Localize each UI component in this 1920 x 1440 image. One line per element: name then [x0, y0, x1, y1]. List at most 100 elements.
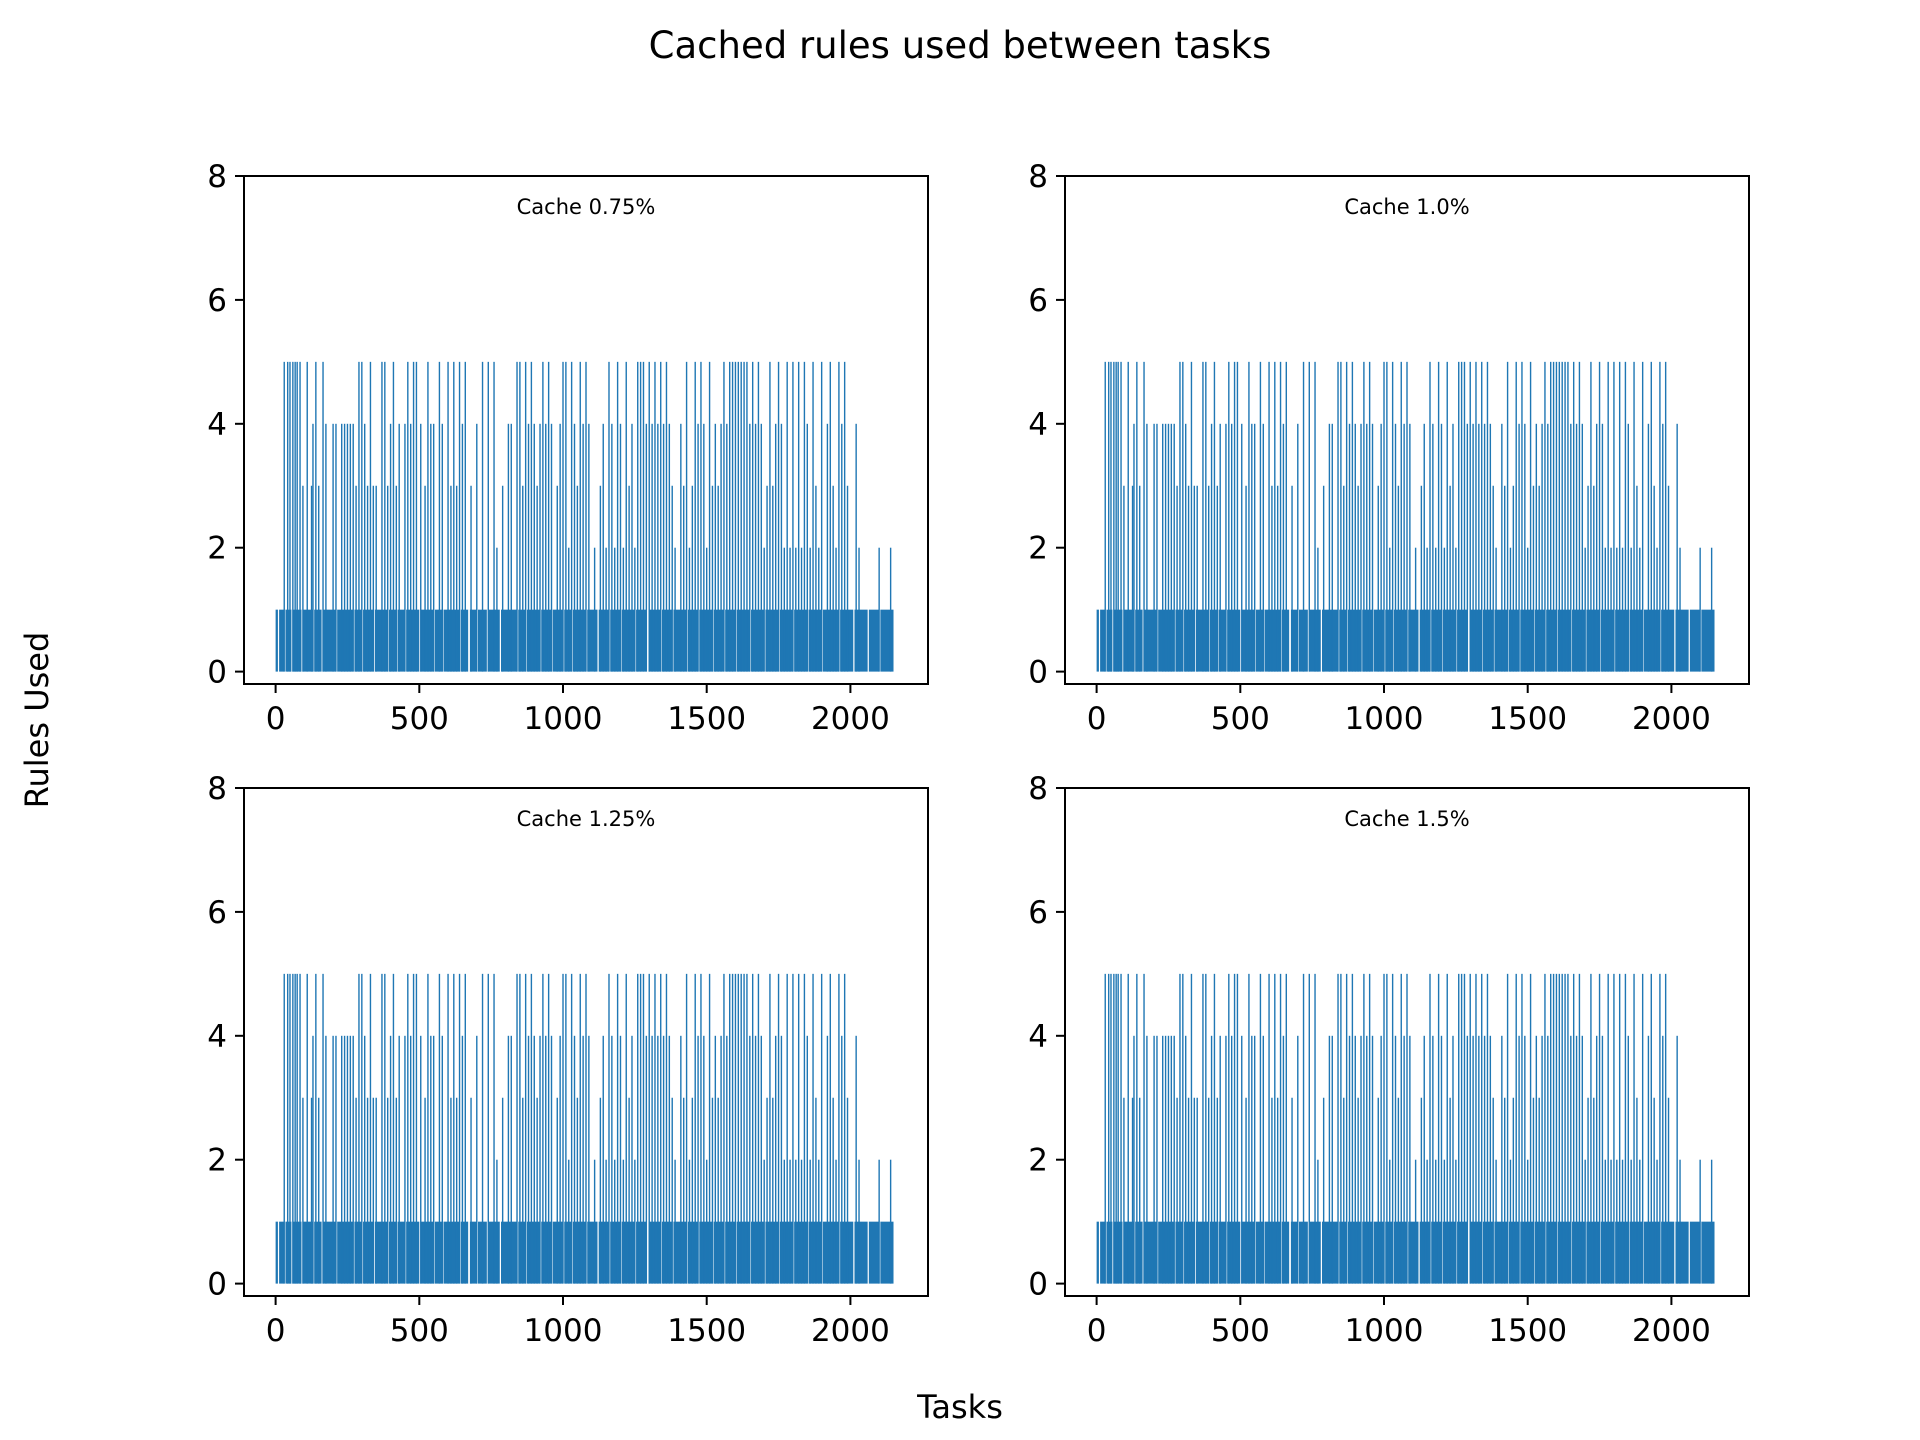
bar	[1377, 485, 1379, 672]
bar	[1423, 423, 1425, 672]
zero-gap	[277, 1221, 280, 1285]
bar	[734, 361, 737, 672]
bar	[1610, 547, 1612, 672]
bar	[1535, 1035, 1538, 1284]
zero-gap	[301, 609, 303, 673]
bar	[1377, 1097, 1379, 1284]
bar	[760, 423, 763, 672]
x-tick-label: 0	[1087, 1313, 1107, 1349]
bar	[683, 1097, 685, 1284]
bar	[286, 361, 289, 672]
bar	[1656, 547, 1658, 672]
bar	[536, 485, 538, 672]
bar	[832, 485, 834, 672]
bar	[1207, 485, 1210, 672]
bar	[668, 1035, 671, 1284]
bar	[1616, 1159, 1618, 1284]
bar	[1489, 423, 1492, 672]
bar	[714, 423, 717, 672]
bar	[1383, 973, 1385, 1284]
bar	[1322, 1097, 1325, 1284]
bar	[1432, 423, 1434, 672]
bar	[312, 423, 314, 672]
bar	[487, 973, 489, 1284]
bar	[662, 1035, 665, 1284]
bar	[1127, 361, 1129, 672]
bar	[346, 423, 349, 672]
bar	[1656, 1159, 1658, 1284]
bar	[372, 1097, 375, 1284]
bar	[1662, 423, 1664, 672]
bar	[1504, 485, 1506, 672]
bar	[1219, 423, 1221, 672]
bar	[1113, 973, 1115, 1284]
bar	[1601, 1035, 1604, 1284]
bar	[1486, 361, 1489, 672]
bar	[806, 1035, 808, 1284]
bar	[1541, 423, 1543, 672]
bar	[645, 423, 648, 672]
bar	[361, 973, 363, 1284]
bar	[1248, 973, 1250, 1284]
bar	[1139, 485, 1141, 672]
bar	[766, 485, 768, 672]
bar	[352, 1035, 354, 1284]
bar	[1662, 1035, 1664, 1284]
bar	[763, 547, 765, 672]
bar	[547, 361, 550, 672]
bar	[588, 423, 590, 672]
bar	[1595, 423, 1598, 672]
bar	[1213, 973, 1216, 1284]
bar	[697, 1035, 699, 1284]
bar	[1331, 1035, 1333, 1284]
bar	[642, 973, 645, 1284]
bar	[838, 973, 840, 1284]
bar	[1115, 361, 1117, 672]
bar	[1117, 973, 1119, 1284]
bar	[809, 547, 811, 672]
bar	[306, 361, 308, 672]
bar	[1501, 1035, 1503, 1284]
bar	[1624, 973, 1627, 1284]
zero-gap	[1674, 1221, 1676, 1285]
zero-gap	[1688, 609, 1690, 673]
bar	[299, 361, 301, 672]
bar	[737, 361, 740, 672]
bar	[332, 423, 334, 672]
bar	[562, 973, 564, 1284]
bar	[1429, 973, 1431, 1284]
bar	[1581, 423, 1584, 672]
bar	[395, 485, 398, 672]
bar	[404, 423, 406, 672]
bar	[717, 1097, 719, 1284]
bar	[605, 547, 607, 672]
bar	[294, 361, 296, 672]
bar	[1475, 361, 1477, 672]
bar	[527, 423, 530, 672]
bar	[1512, 1097, 1515, 1284]
bar	[1308, 361, 1310, 672]
x-tick-label: 2000	[1632, 701, 1711, 737]
bar	[1216, 485, 1219, 672]
x-tick-label: 500	[390, 1313, 449, 1349]
bar	[1193, 1097, 1196, 1284]
axes-frame	[1064, 175, 1750, 685]
bar	[1397, 485, 1400, 672]
zero-gap	[1098, 1221, 1101, 1285]
zero-gap	[419, 609, 421, 673]
bar	[510, 1035, 512, 1284]
bar	[409, 423, 412, 672]
bar	[1538, 1097, 1540, 1284]
bar	[424, 485, 426, 672]
bar	[792, 361, 794, 672]
bar	[628, 485, 630, 672]
bar	[332, 1035, 334, 1284]
bar	[299, 973, 301, 1284]
zero-gap	[1467, 1221, 1470, 1285]
bar	[772, 1097, 774, 1284]
bar	[487, 361, 489, 672]
bar	[786, 361, 788, 672]
bar	[815, 485, 817, 672]
bar	[671, 485, 673, 672]
